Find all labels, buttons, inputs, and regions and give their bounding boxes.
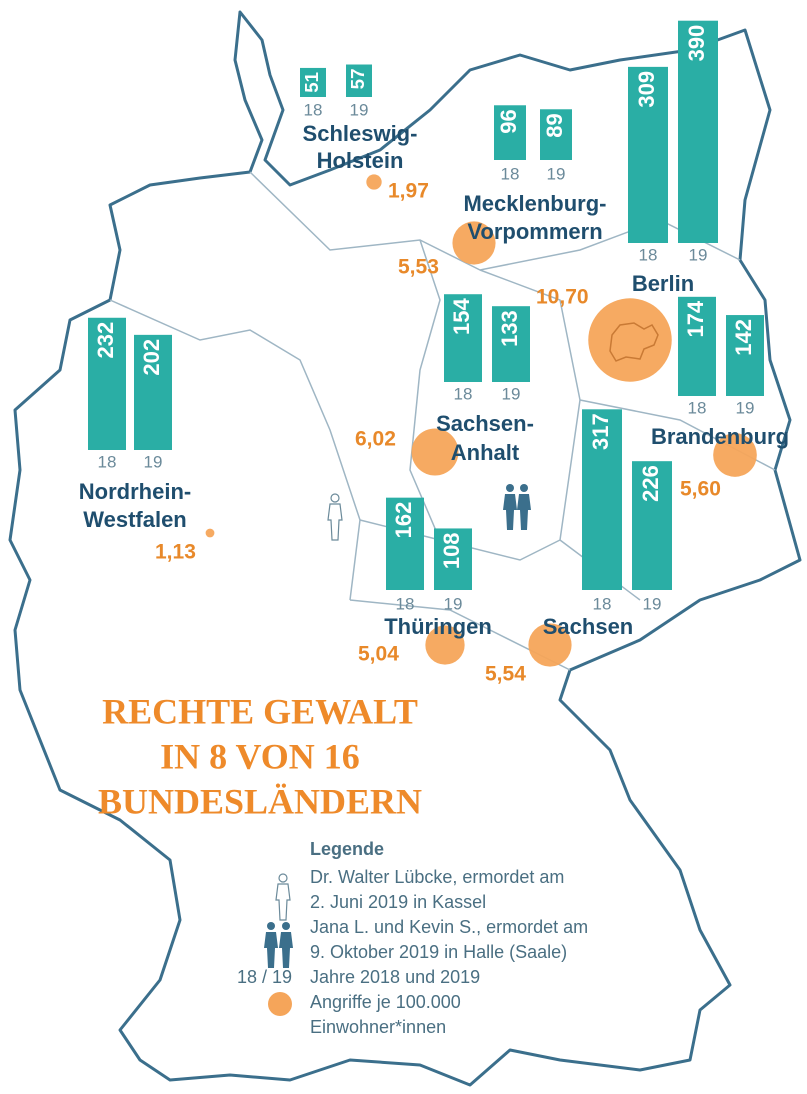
rate-circle [425,625,465,665]
year-label: 19 [643,594,662,613]
title: RECHTE GEWALT [102,691,418,731]
region-name: Thüringen [384,614,492,639]
bar-value: 108 [439,532,464,569]
year-label: 18 [396,594,415,613]
bar-value: 309 [634,71,659,108]
year-label: 18 [501,164,520,183]
title: BUNDESLÄNDERN [98,781,422,821]
region-name: Brandenburg [651,424,789,449]
rate-circle [528,623,572,667]
year-label: 19 [502,384,521,403]
region-name: Berlin [632,271,694,296]
year-label: 19 [444,594,463,613]
legend-circle [268,992,292,1016]
berlin-shape [609,322,659,362]
region-name: Schleswig- [303,121,418,146]
rate-label: 5,04 [358,643,399,666]
bar [678,20,718,244]
bar-value: 154 [449,297,474,334]
region-name: Holstein [317,148,404,173]
legend-text: Angriffe je 100.000 [310,992,461,1012]
bar [444,294,482,382]
year-label: 18 [593,594,612,613]
bar-value: 202 [139,339,164,376]
bar-value: 57 [347,69,368,90]
year-label: 19 [689,245,708,264]
region-name: Vorpommern [467,219,602,244]
legend-text: 2. Juni 2019 in Kassel [310,892,486,912]
bar-value: 174 [683,300,708,337]
year-label: 18 [98,452,117,471]
year-label: 19 [144,452,163,471]
rate-label: 1,13 [155,541,196,564]
year-label: 19 [547,164,566,183]
legend-text: Jahre 2018 und 2019 [310,967,480,987]
rate-label: 6,02 [355,428,396,451]
rate-circle [452,221,496,265]
bar [434,528,472,590]
year-label: 18 [454,384,473,403]
legend-text: Dr. Walter Lübcke, ermordet am [310,867,564,887]
region-name: Anhalt [451,440,520,465]
region-name: Sachsen- [436,411,534,436]
year-label: 19 [350,100,369,119]
legend-text: Jana L. und Kevin S., ermordet am [310,917,588,937]
bar-value: 162 [391,502,416,539]
bar-value: 317 [588,413,613,450]
rate-circle [411,428,459,476]
state-borders [109,171,776,671]
region-name: Mecklenburg- [463,191,606,216]
bar-value: 89 [542,113,567,137]
bar [726,315,764,396]
legend-years: 18 / 19 [237,967,292,987]
bar [88,317,126,450]
year-label: 18 [688,398,707,417]
bar-value: 96 [496,109,521,133]
bar-value: 142 [731,319,756,356]
rate-circle [366,174,382,190]
bar [346,64,372,97]
rate-label: 5,53 [398,256,439,279]
rate-circle [713,433,757,477]
bar [540,109,572,160]
rate-label: 1,97 [388,180,429,203]
rate-label: 5,54 [485,663,526,686]
year-label: 19 [736,398,755,417]
legend-text: 9. Oktober 2019 in Halle (Saale) [310,942,567,962]
rate-label: 5,60 [680,478,721,501]
region-name: Sachsen [543,614,634,639]
year-label: 18 [639,245,658,264]
legend-title: Legende [310,839,384,859]
year-label: 18 [304,100,323,119]
bar-value: 133 [497,310,522,347]
bar [628,66,668,244]
bar [494,105,526,160]
bar-value: 232 [93,322,118,359]
region-name: Westfalen [83,507,187,532]
rate-label: 10,70 [536,286,589,309]
bar [300,67,326,97]
bar [678,296,716,396]
region-name: Nordrhein- [79,479,191,504]
bar [386,497,424,590]
legend-text: Einwohner*innen [310,1017,446,1037]
rate-circle [588,298,672,382]
bar-value: 51 [301,72,322,93]
rate-circle [205,528,215,538]
bar-value: 226 [638,465,663,502]
bar [134,334,172,450]
bar [582,409,622,590]
bar [632,461,672,590]
bar [492,306,530,382]
title: IN 8 VON 16 [160,736,360,776]
bar-value: 390 [684,25,709,62]
